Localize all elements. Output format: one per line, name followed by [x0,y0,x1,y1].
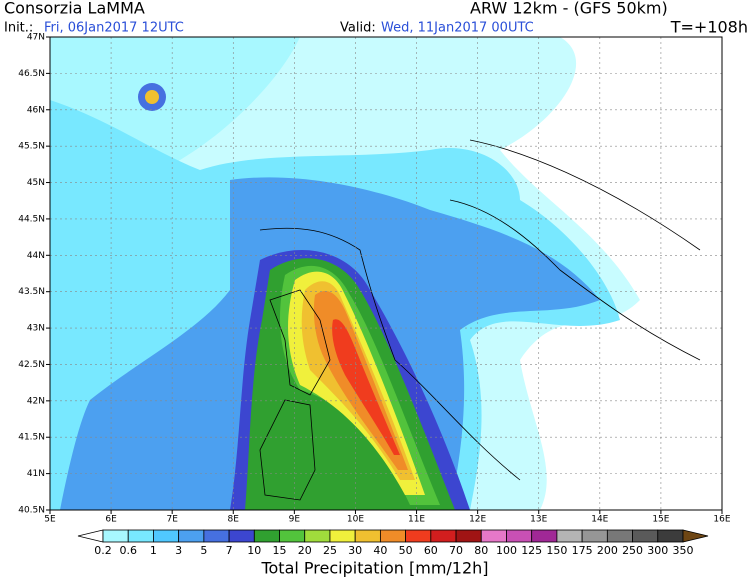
lat-label: 41.5N [18,433,45,443]
lat-label: 44N [27,251,45,261]
colorbar-label: 30 [348,544,362,557]
colorbar-label: 20 [298,544,312,557]
colorbar-label: 100 [496,544,517,557]
colorbar-label: 80 [474,544,488,557]
colorbar-swatch [657,529,684,543]
colorbar-swatch [632,529,659,543]
colorbar-swatch [506,529,533,543]
lat-label: 46N [27,105,45,115]
lat-label: 46.5N [18,69,45,79]
colorbar-label: 125 [521,544,542,557]
lon-label: 5E [44,515,56,525]
lat-label: 41N [27,469,45,479]
colorbar-label: 150 [546,544,567,557]
colorbar-swatch [354,529,381,543]
init-date: Fri, 06Jan2017 12UTC [44,21,184,36]
colorbar-swatch [556,529,583,543]
colorbar-label: 0.2 [94,544,112,557]
colorbar-label: 350 [673,544,694,557]
colorbar-swatch [253,529,280,543]
map-area: 5E 6E 7E 8E 9E 10E 11E 12E 13E 14E 15E 16E 47N 46.5N 4… [18,33,731,525]
lon-label: 14E [591,515,608,525]
lon-label: 6E [105,515,117,525]
init-label: Init.: [4,21,33,36]
colorbar-label: 70 [449,544,463,557]
colorbar-swatch [581,529,608,543]
lead-time: T=+108h [670,18,748,37]
colorbar-label: 50 [399,544,413,557]
colorbar-swatch [279,529,306,543]
colorbar-label: 200 [597,544,618,557]
lon-label: 7E [166,515,178,525]
precip-field [332,319,400,455]
colorbar-label: 1 [150,544,157,557]
valid-date: Wed, 11Jan2017 00UTC [381,21,534,36]
colorbar-swatch [304,529,331,543]
lat-label: 44.5N [18,214,45,224]
lon-label: 9E [289,515,301,525]
colorbar-label: 300 [647,544,668,557]
colorbar-swatch [329,529,356,543]
lon-label: 12E [469,515,486,525]
colorbar-swatch [531,529,558,543]
colorbar-label: 250 [622,544,643,557]
colorbar-label: 0.6 [119,544,137,557]
map-frame [49,36,723,511]
colorbar-swatch [379,529,407,543]
coastline [259,289,331,501]
lat-label: 47N [27,33,45,43]
model-title: ARW 12km - (GFS 50km) [470,0,668,18]
colorbar-label: 25 [323,544,337,557]
colorbar-label: 175 [572,544,593,557]
colorbar-swatch [203,529,230,543]
lon-label: 11E [408,515,425,525]
colorbar-swatch [430,529,457,543]
colorbar-label: 40 [373,544,387,557]
precip-field [145,90,159,104]
colorbar-arrow [682,529,709,543]
colorbar-swatch [127,529,154,543]
colorbar-swatch [455,529,482,543]
lat-label: 43N [27,324,45,334]
colorbar-title: Total Precipitation [mm/12h] [260,559,488,578]
lat-label: 43.5N [18,287,45,297]
colorbar-swatch [102,529,129,543]
lat-label: 45.5N [18,142,45,152]
lon-label: 16E [713,515,730,525]
lat-label: 40.5N [18,506,45,516]
colorbar-label: 3 [175,544,182,557]
colorbar-swatch [480,529,507,543]
lat-label: 45N [27,178,45,188]
colorbar-label: 10 [247,544,261,557]
colorbar-swatch [153,529,180,543]
lon-label: 8E [228,515,240,525]
colorbar-swatch [228,529,255,543]
colorbar: 0.2 0.6 1 3 5 7 10 15 20 25 30 40 50 60 70 80 100 125 150 1… [77,529,709,557]
colorbar-label: 7 [226,544,233,557]
colorbar-label: 5 [200,544,207,557]
colorbar-swatch [405,529,432,543]
coastline [259,139,701,481]
colorbar-label: 15 [273,544,287,557]
colorbar-swatch [178,529,205,543]
org-title: Consorzia LaMMA [4,0,145,18]
valid-label: Valid: [340,21,376,36]
colorbar-label: 60 [424,544,438,557]
lon-label: 10E [347,515,364,525]
lat-label: 42N [27,396,45,406]
lon-label: 15E [652,515,669,525]
lon-label: 13E [530,515,547,525]
lat-label: 42.5N [18,360,45,370]
colorbar-swatch [606,529,633,543]
